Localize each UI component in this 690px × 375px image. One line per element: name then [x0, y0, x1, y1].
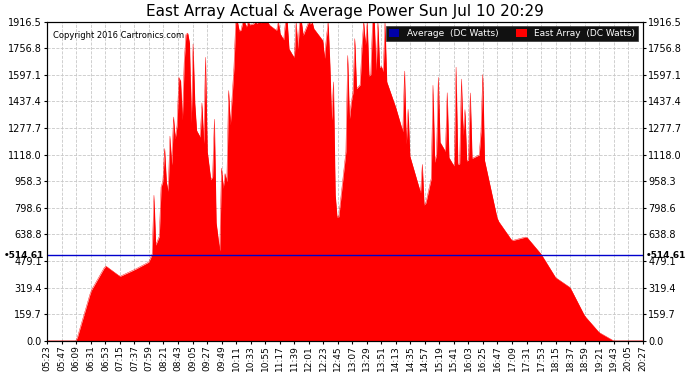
Legend: Average  (DC Watts), East Array  (DC Watts): Average (DC Watts), East Array (DC Watts…	[386, 26, 638, 40]
Text: •514.61: •514.61	[4, 251, 45, 260]
Title: East Array Actual & Average Power Sun Jul 10 20:29: East Array Actual & Average Power Sun Ju…	[146, 4, 544, 19]
Text: •514.61: •514.61	[645, 251, 686, 260]
Text: Copyright 2016 Cartronics.com: Copyright 2016 Cartronics.com	[53, 31, 184, 40]
